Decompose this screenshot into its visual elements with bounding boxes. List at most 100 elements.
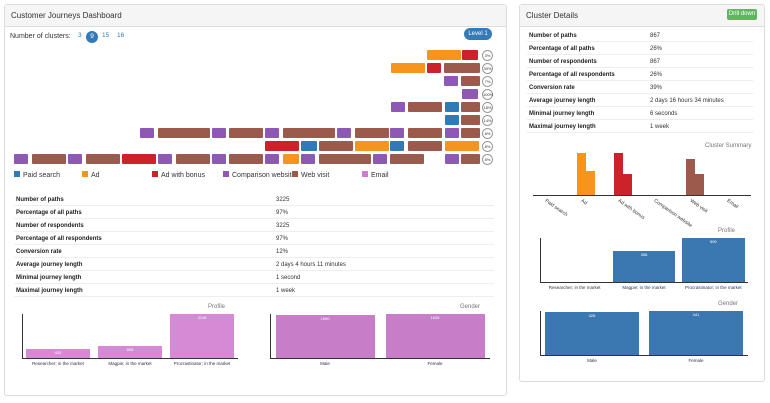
journey-step <box>301 154 315 164</box>
journey-step <box>461 115 480 125</box>
cluster-option-15[interactable]: 15 <box>102 32 110 39</box>
journey-step <box>265 128 279 138</box>
stat-value: 2 days 4 hours 11 minutes <box>276 262 346 268</box>
chart-title: Profile <box>718 228 736 234</box>
stat-row: Maximal journey length 1 week <box>527 122 753 133</box>
stat-row: Number of paths 3225 <box>14 195 494 206</box>
chart-bar: 2118 <box>169 314 235 358</box>
journey-step <box>283 154 299 164</box>
journey-step <box>265 141 299 151</box>
chart-bar <box>695 174 705 195</box>
legend-comparison-website: Comparison website <box>223 171 295 180</box>
journey-step <box>444 63 480 73</box>
chart-axis <box>540 238 541 282</box>
stat-label: Minimal journey length <box>529 111 595 117</box>
stat-value: 6 seconds <box>650 111 678 117</box>
chart-axis <box>270 314 271 358</box>
journey-step <box>176 154 210 164</box>
chart-bar: 426 <box>545 312 639 355</box>
stat-value: 26% <box>650 72 663 78</box>
journey-step <box>461 154 480 164</box>
journey-step <box>212 154 226 164</box>
stat-value: 12% <box>276 249 289 255</box>
stat-row: Percentage of all respondents 26% <box>527 70 753 81</box>
journey-step <box>461 76 480 86</box>
chart-axis <box>533 195 751 196</box>
chart-x-label: Magpie; in the market <box>108 361 152 366</box>
chart-bar: 358 <box>612 251 676 282</box>
stat-row: Conversion rate 12% <box>14 247 494 258</box>
journey-step <box>14 154 28 164</box>
stat-row: Percentage of all paths 97% <box>14 208 494 219</box>
stat-value: 867 <box>650 33 661 39</box>
journey-step <box>301 141 317 151</box>
journey-step <box>408 102 442 112</box>
stat-row: Percentage of all paths 26% <box>527 44 753 55</box>
cluster-option-3[interactable]: 3 <box>78 32 82 39</box>
chart-x-label: Female <box>688 358 704 363</box>
journey-step <box>427 63 441 73</box>
stat-label: Minimal journey length <box>16 275 82 281</box>
stat-value: 97% <box>276 236 289 242</box>
stat-label: Conversion rate <box>529 85 575 91</box>
legend-ad-with-bonus: Ad with bonus <box>152 171 205 180</box>
journey-step <box>140 128 154 138</box>
panel-title: Customer Journeys Dashboard <box>5 5 506 27</box>
chart-bar <box>622 174 632 195</box>
journey-step <box>408 128 442 138</box>
stat-label: Percentage of all respondents <box>529 72 615 78</box>
stat-label: Maximal journey length <box>16 288 83 294</box>
journey-step <box>444 76 458 86</box>
journey-step <box>427 50 461 60</box>
path-percent-badge: 7% <box>482 76 493 87</box>
journey-step <box>445 102 459 112</box>
chart-bar <box>686 159 696 195</box>
path-percent-badge: 100% <box>482 89 493 100</box>
journey-step <box>445 154 459 164</box>
journey-step <box>373 154 387 164</box>
path-percent-badge: 8% <box>482 141 493 152</box>
chart-bar <box>577 153 587 195</box>
chart-title: Gender <box>460 304 481 310</box>
legend-paid-search: Paid search <box>14 171 60 180</box>
stat-value: 39% <box>650 85 663 91</box>
journey-step <box>391 102 405 112</box>
journey-step <box>462 89 478 99</box>
path-percent-badge: 8% <box>482 128 493 139</box>
chart-axis <box>540 311 541 355</box>
chart-x-label: Magpie; in the market <box>622 285 666 290</box>
stat-value: 26% <box>650 46 663 52</box>
chart-title: Cluster Summary <box>705 143 752 149</box>
journey-step <box>158 154 172 164</box>
legend-web-visit: Web visit <box>292 171 329 180</box>
chart-x-label: Female <box>427 361 443 366</box>
journey-step <box>265 154 279 164</box>
journey-step <box>461 128 480 138</box>
journey-step <box>408 141 442 151</box>
chart-title: Profile <box>208 304 226 310</box>
stat-label: Percentage of all paths <box>16 210 82 216</box>
stat-row: Number of paths 867 <box>527 31 753 42</box>
journey-step <box>445 115 459 125</box>
stat-row: Number of respondents 3225 <box>14 221 494 232</box>
journey-step <box>68 154 82 164</box>
path-percent-badge: 39% <box>482 63 493 74</box>
stat-label: Conversion rate <box>16 249 62 255</box>
stat-row: Average journey length 2 days 16 hours 34… <box>527 96 753 107</box>
stat-value: 2 days 16 hours 34 minutes <box>650 98 724 104</box>
journey-step <box>319 154 371 164</box>
stat-row: Conversion rate 39% <box>527 83 753 94</box>
stat-row: Minimal journey length 1 second <box>14 273 494 284</box>
journey-step <box>158 128 210 138</box>
stat-label: Maximal journey length <box>529 124 596 130</box>
stat-value: 867 <box>650 59 661 65</box>
journey-step <box>229 128 263 138</box>
cluster-option-9[interactable]: 9 <box>86 31 98 43</box>
drill-down-button[interactable]: Drill down <box>727 9 757 20</box>
stat-row: Number of respondents 867 <box>527 57 753 68</box>
stat-value: 1 week <box>650 124 670 130</box>
level-button[interactable]: Level 1 <box>464 28 492 40</box>
chart-axis <box>540 355 748 356</box>
journey-step <box>391 63 425 73</box>
cluster-option-16[interactable]: 16 <box>117 32 125 39</box>
